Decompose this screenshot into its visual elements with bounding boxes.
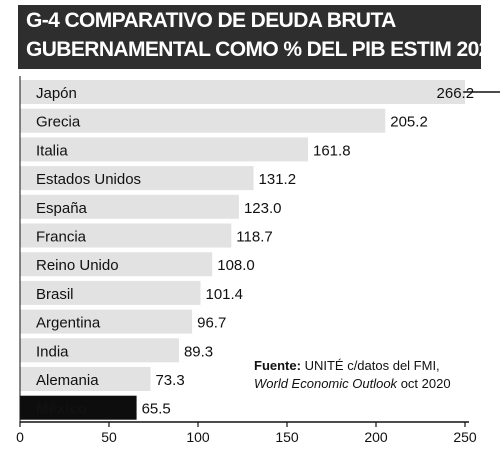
x-tick-label-250: 250 [453,429,477,445]
value-label-brasil: 101.4 [205,286,243,303]
value-label-india: 89.3 [184,343,213,360]
category-label-alemania: Alemania [36,372,99,389]
source-label: Fuente: [254,358,301,373]
category-label-francia: Francia [36,229,87,246]
category-label-grecia: Grecia [36,114,81,131]
category-label-brasil: Brasil [36,286,74,303]
x-tick-label-0: 0 [16,429,24,445]
value-label-francia: 118.7 [236,229,272,246]
bar-reino-unido [20,252,213,277]
x-tick-label-50: 50 [101,429,117,445]
source-note: Fuente: UNITÉ c/datos del FMI, World Eco… [254,357,484,393]
category-label-espana: España [36,200,88,217]
value-label-italia: 161.8 [313,142,351,159]
bar-espana [20,194,239,219]
value-label-espana: 123.0 [244,200,282,217]
source-publication: World Economic Outlook [254,376,398,391]
category-label-reino-unido: Reino Unido [36,257,119,274]
category-label-estados-unidos: Estados Unidos [36,171,141,188]
category-label-japon: Japón [36,85,77,102]
category-label-india: India [36,343,69,360]
value-label-grecia: 205.2 [390,114,428,131]
bar-india [20,338,179,363]
bar-argentina [20,309,193,334]
value-label-mexico: 65.5 [142,401,171,418]
x-tick-label-100: 100 [186,429,210,445]
category-label-argentina: Argentina [36,315,101,332]
value-label-argentina: 96.7 [197,315,226,332]
bar-japon [20,80,465,104]
category-label-mexico: México [36,401,87,418]
value-label-estados-unidos: 131.2 [259,171,297,188]
source-date: oct 2020 [400,376,451,391]
bar-alemania [20,367,151,391]
x-tick-label-150: 150 [275,429,299,445]
source-text: UNITÉ c/datos del FMI, [304,358,440,373]
bar-grecia [20,108,386,133]
bar-mexico [20,395,137,420]
chart-title-line-2: GUBERNAMENTAL COMO % DEL PIB ESTIM 2020 [26,38,500,61]
value-label-reino-unido: 108.0 [217,257,255,274]
title-banner: G-4 COMPARATIVO DE DEUDA BRUTA GUBERNAME… [18,5,500,69]
chart-title-line-1: G-4 COMPARATIVO DE DEUDA BRUTA [26,9,396,32]
value-label-japon: 266.2 [437,85,475,102]
bar-francia [20,223,232,248]
bar-brasil [20,280,201,305]
value-label-alemania: 73.3 [155,372,184,389]
category-label-italia: Italia [36,142,68,159]
bar-italia [20,137,309,162]
bar-estados-unidos [20,166,254,191]
x-tick-label-200: 200 [364,429,388,445]
